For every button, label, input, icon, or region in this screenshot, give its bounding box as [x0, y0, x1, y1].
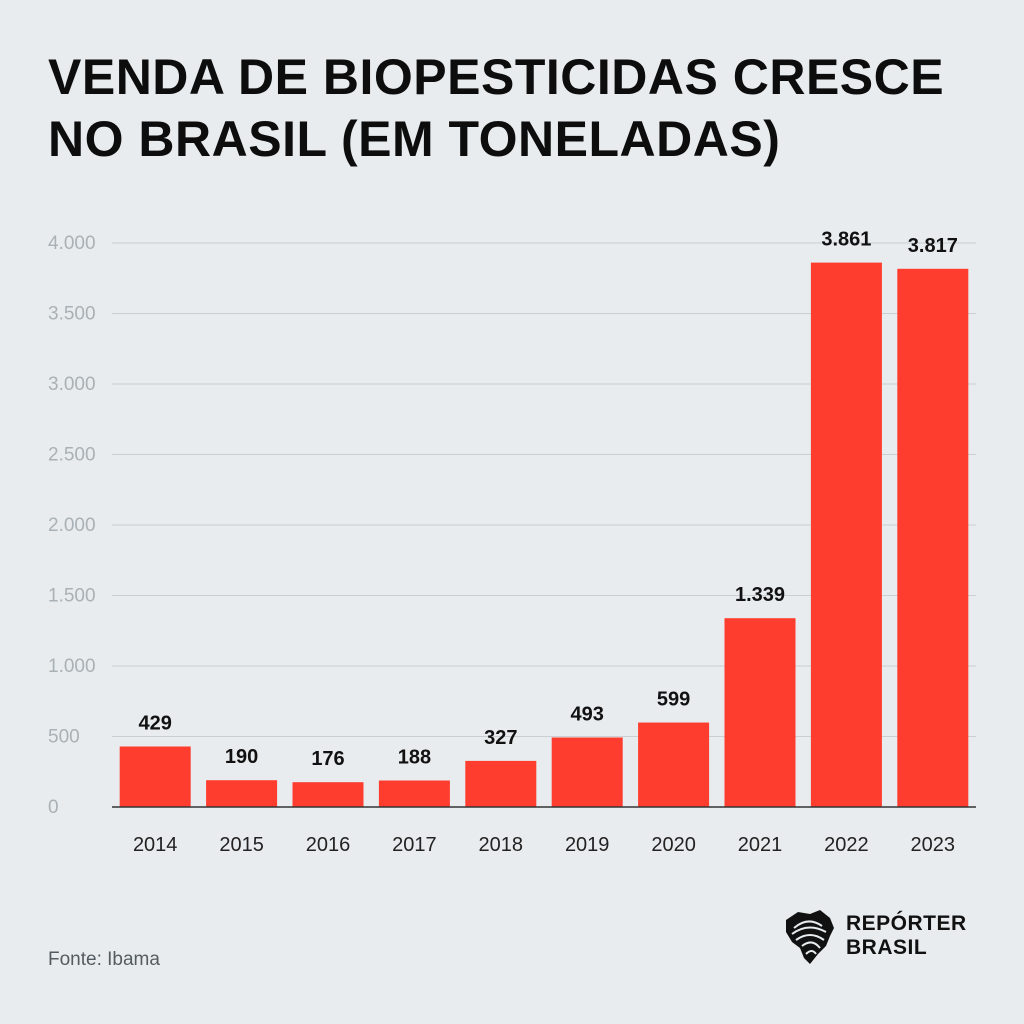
- data-label-2018: 327: [484, 727, 517, 749]
- x-tick-label-2016: 2016: [306, 834, 351, 856]
- x-tick-label-2023: 2023: [911, 834, 956, 856]
- x-tick-label-2022: 2022: [824, 834, 869, 856]
- data-label-2023: 3.817: [908, 235, 958, 257]
- reporter-brasil-logo: REPÓRTER BRASIL: [780, 906, 990, 970]
- x-tick-label-2015: 2015: [219, 834, 264, 856]
- data-label-2019: 493: [571, 703, 604, 725]
- logo-line-1: REPÓRTER: [846, 912, 967, 935]
- bar-2019: [551, 737, 623, 807]
- y-tick-label: 1.500: [48, 586, 96, 607]
- x-tick-label-2019: 2019: [565, 834, 610, 856]
- data-label-2015: 190: [225, 746, 258, 768]
- y-tick-label: 2.500: [48, 445, 96, 466]
- bar-2021: [724, 618, 796, 807]
- bar-2015: [206, 780, 278, 807]
- fingerprint-map-icon: [786, 910, 834, 964]
- bar-2023: [897, 268, 969, 808]
- bar-2016: [292, 782, 364, 807]
- data-label-2020: 599: [657, 689, 690, 711]
- y-tick-label: 3.000: [48, 374, 96, 395]
- data-label-2016: 176: [311, 748, 344, 770]
- x-tick-label-2018: 2018: [479, 834, 524, 856]
- bar-2022: [810, 262, 882, 807]
- y-tick-label: 0: [48, 797, 59, 818]
- y-tick-label: 3.500: [48, 304, 96, 325]
- y-tick-label: 2.000: [48, 515, 96, 536]
- bar-2018: [465, 760, 537, 807]
- chart-title-line-2: NO BRASIL (EM TONELADAS): [48, 111, 781, 167]
- x-tick-label-2021: 2021: [738, 834, 783, 856]
- chart-title: VENDA DE BIOPESTICIDAS CRESCE NO BRASIL …: [48, 46, 988, 170]
- data-label-2017: 188: [398, 746, 431, 768]
- x-tick-label-2017: 2017: [392, 834, 437, 856]
- y-tick-label: 1.000: [48, 656, 96, 677]
- bar-2014: [119, 746, 191, 807]
- bar-chart: 0 500 1.000 1.500 2.000 2.500 3.000 3.500 4.000 4…: [48, 229, 976, 856]
- logo-wordmark: REPÓRTER BRASIL: [846, 912, 967, 960]
- chart-title-line-1: VENDA DE BIOPESTICIDAS CRESCE: [48, 49, 945, 105]
- data-label-2021: 1.339: [735, 584, 785, 606]
- logo-line-2: BRASIL: [846, 936, 928, 959]
- data-label-2022: 3.861: [821, 229, 871, 251]
- y-tick-label: 500: [48, 727, 80, 748]
- source-note: Fonte: Ibama: [48, 949, 160, 970]
- bar-2017: [378, 780, 450, 807]
- data-label-2014: 429: [139, 713, 172, 735]
- y-tick-label: 4.000: [48, 233, 96, 254]
- x-tick-label-2014: 2014: [133, 834, 178, 856]
- bar-2020: [638, 722, 710, 807]
- x-tick-label-2020: 2020: [651, 834, 696, 856]
